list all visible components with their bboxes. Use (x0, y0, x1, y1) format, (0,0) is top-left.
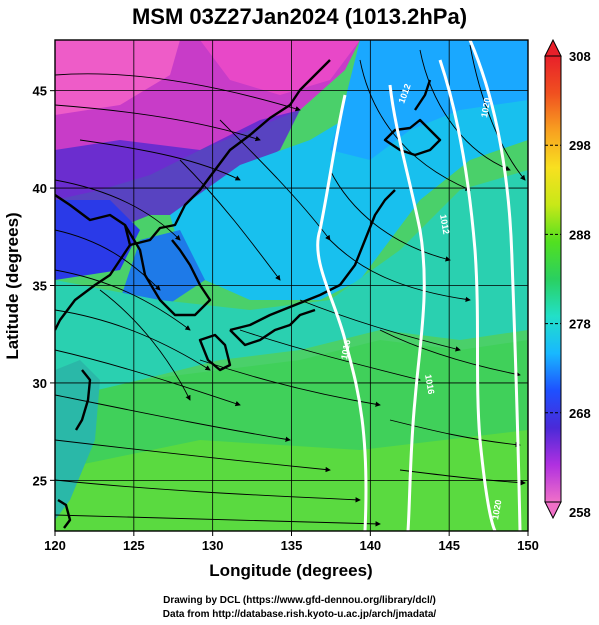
y-tick-label: 45 (33, 84, 47, 99)
isobars (316, 40, 522, 531)
colorbar-tick-label: 308 (569, 49, 591, 64)
x-tick-label: 125 (123, 538, 145, 553)
coastlines (55, 59, 442, 529)
isobar-label: 1020 (479, 97, 492, 118)
colorbar-tick-label: 268 (569, 406, 591, 421)
x-axis-label: Longitude (degrees) (209, 561, 372, 580)
y-tick-label: 35 (33, 279, 47, 294)
isobar-label: 1012 (438, 214, 451, 235)
isobar-label: 1016 (423, 374, 436, 395)
map-title: MSM 03Z27Jan2024 (1013.2hPa) (131, 4, 468, 29)
y-axis-label: Latitude (degrees) (3, 212, 22, 359)
x-tick-label: 140 (359, 538, 381, 553)
colorbar-min-arrow (544, 501, 562, 520)
y-axis: 25 30 35 40 45 (33, 84, 55, 488)
x-axis: 120 125 130 135 140 145 150 (44, 531, 539, 553)
x-tick-label: 135 (281, 538, 303, 553)
y-tick-label: 30 (33, 376, 47, 391)
colorbar-tick-label: 258 (569, 505, 591, 520)
y-tick-label: 25 (33, 473, 47, 488)
data-credit: Data from http://database.rish.kyoto-u.a… (162, 609, 437, 620)
y-tick-label: 40 (33, 181, 47, 196)
streamlines (55, 44, 526, 527)
x-tick-label: 145 (438, 538, 460, 553)
drawing-credit: Drawing by DCL (https://www.gfd-dennou.o… (163, 595, 436, 606)
colorbar-tick-label: 278 (569, 317, 591, 332)
colorbar-gradient (544, 55, 562, 503)
colorbar-max-arrow (544, 38, 562, 57)
isobar-label: 1016 (339, 339, 352, 360)
colorbar: 258 268 278 288 298 308 (544, 38, 591, 520)
x-tick-label: 120 (44, 538, 66, 553)
x-tick-label: 130 (202, 538, 224, 553)
colorbar-tick-label: 288 (569, 227, 591, 242)
grid (55, 40, 528, 531)
x-tick-label: 150 (517, 538, 539, 553)
colorbar-tick-label: 298 (569, 138, 591, 153)
isobar-label: 1020 (490, 499, 503, 520)
